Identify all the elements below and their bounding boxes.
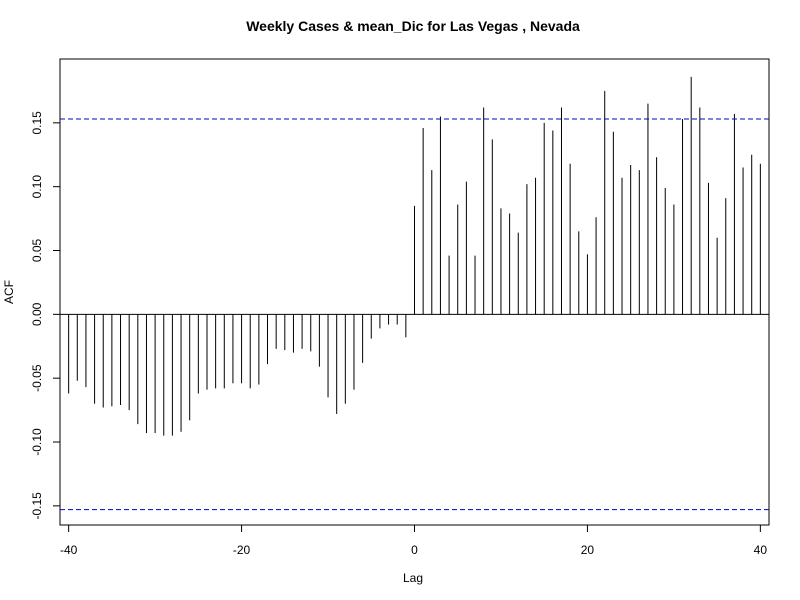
y-tick-label: -0.05 bbox=[30, 364, 44, 392]
x-tick-label: 40 bbox=[754, 543, 768, 557]
acf-bars bbox=[60, 76, 769, 436]
y-axis-label: ACF bbox=[2, 280, 16, 304]
x-tick-label: 0 bbox=[411, 543, 418, 557]
y-tick-label: 0.00 bbox=[30, 302, 44, 326]
x-tick-label: 20 bbox=[581, 543, 595, 557]
x-tick-label: -40 bbox=[60, 543, 78, 557]
y-tick-label: 0.05 bbox=[30, 239, 44, 263]
x-axis-label: Lag bbox=[403, 571, 423, 585]
confidence-bands bbox=[60, 118, 769, 511]
y-tick-label: -0.10 bbox=[30, 428, 44, 456]
y-tick-label: 0.15 bbox=[30, 111, 44, 135]
y-tick-label: 0.10 bbox=[30, 175, 44, 199]
x-axis: -40 -20 0 20 40 bbox=[60, 524, 768, 557]
x-tick-label: -20 bbox=[233, 543, 251, 557]
chart-title: Weekly Cases & mean_Dic for Las Vegas , … bbox=[246, 18, 580, 34]
y-tick-label: -0.15 bbox=[30, 492, 44, 520]
y-axis: -0.15 -0.10 -0.05 0.00 0.05 0.10 0.15 bbox=[30, 111, 61, 520]
